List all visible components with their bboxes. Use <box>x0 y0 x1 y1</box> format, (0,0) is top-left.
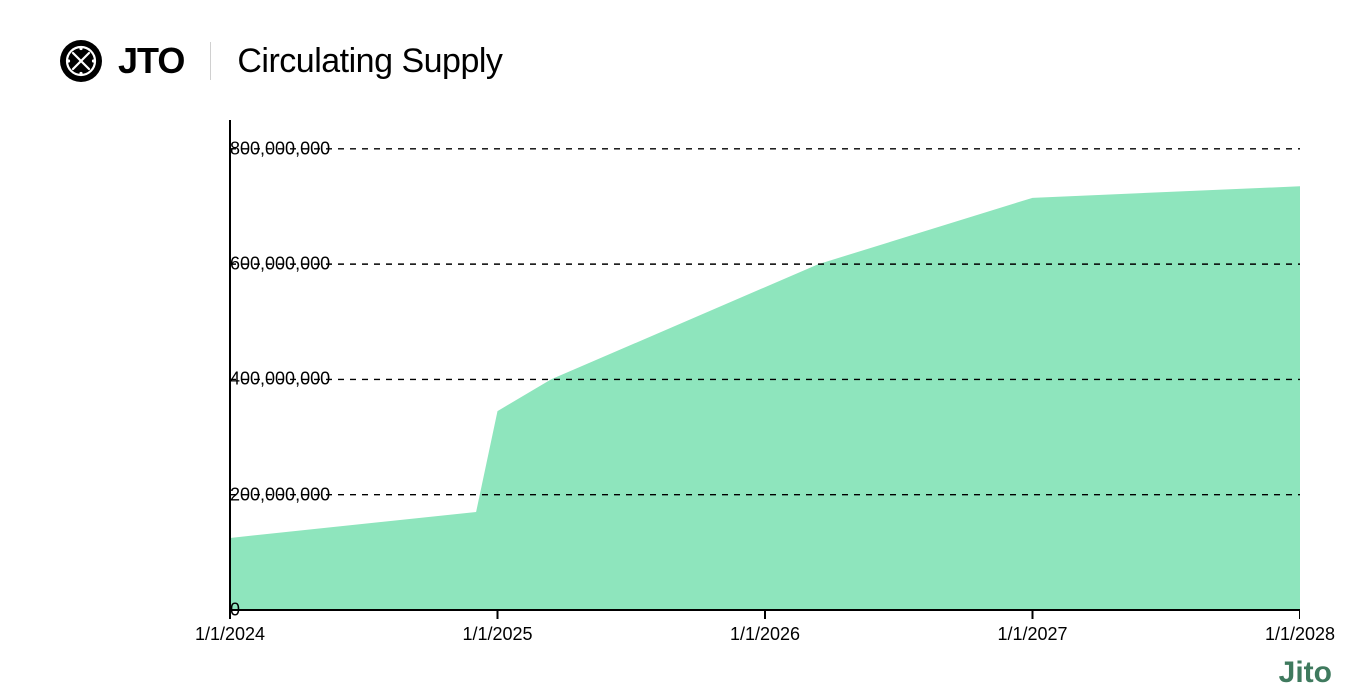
y-tick-label: 600,000,000 <box>230 254 240 275</box>
y-tick-label: 400,000,000 <box>230 369 240 390</box>
brand-logo: Jito <box>1279 656 1332 690</box>
area-series <box>230 186 1300 610</box>
token-symbol: JTO <box>118 40 184 82</box>
y-tick-label: 200,000,000 <box>230 484 240 505</box>
x-tick-label: 1/1/2027 <box>997 610 1067 645</box>
chart-title: Circulating Supply <box>237 42 502 81</box>
x-tick-label: 1/1/2026 <box>730 610 800 645</box>
chart-header: JTO Circulating Supply <box>0 0 1360 82</box>
supply-chart: 0200,000,000400,000,000600,000,000800,00… <box>100 120 1300 660</box>
jto-logo-icon <box>60 40 102 82</box>
y-tick-label: 800,000,000 <box>230 138 240 159</box>
x-tick-label: 1/1/2024 <box>195 610 265 645</box>
header-divider <box>210 42 211 80</box>
chart-svg <box>100 120 1300 660</box>
x-tick-label: 1/1/2025 <box>462 610 532 645</box>
x-tick-label: 1/1/2028 <box>1265 610 1335 645</box>
